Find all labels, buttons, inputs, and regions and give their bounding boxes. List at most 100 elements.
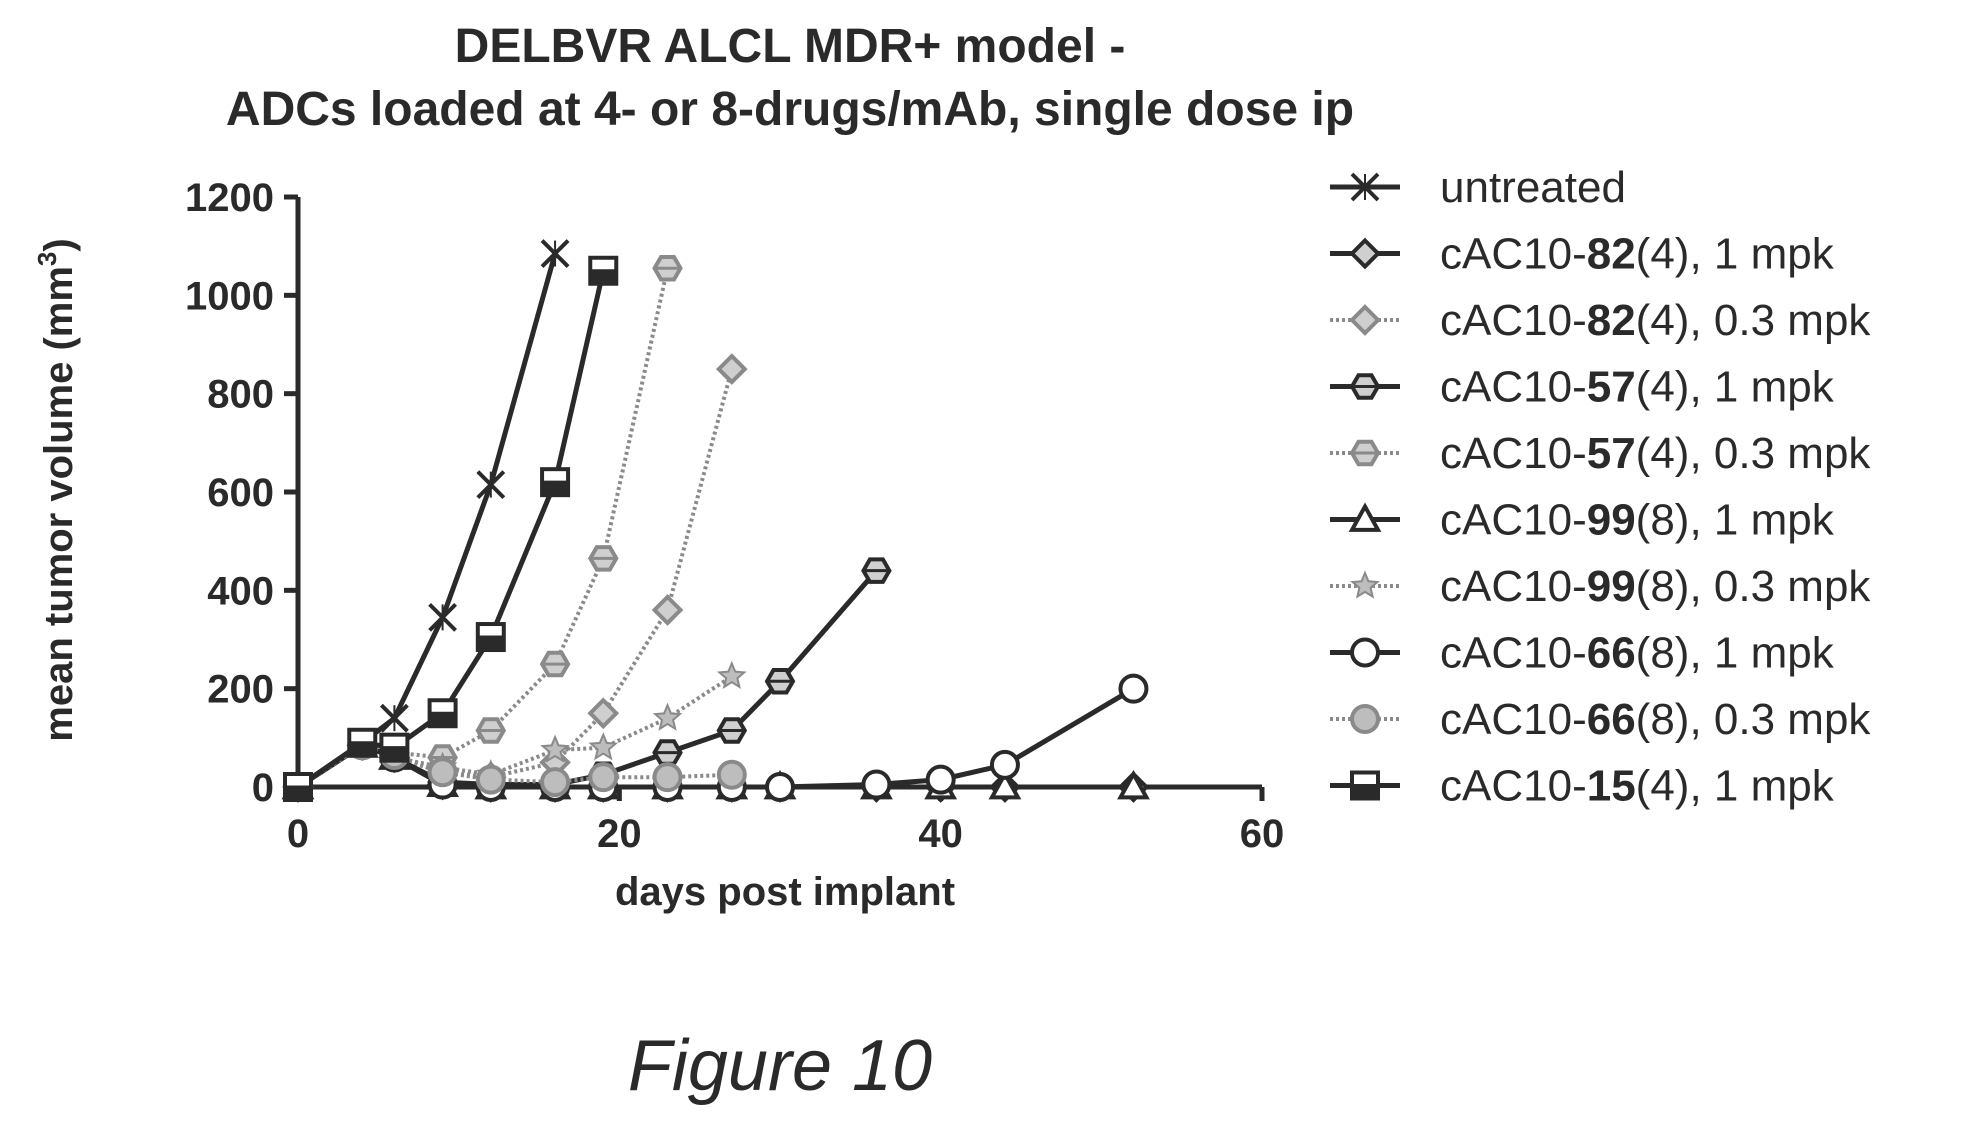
legend-label-prefix: cAC10- (1440, 296, 1587, 345)
series-layer (281, 239, 1150, 803)
data-point (476, 470, 506, 500)
data-point (475, 764, 506, 795)
legend-label-prefix: cAC10- (1440, 496, 1587, 545)
square-fill (590, 270, 617, 284)
legend-marker (1349, 439, 1381, 467)
legend-item-7: cAC10-99(8), 0.3 mpk (1330, 562, 1871, 611)
legend-label: cAC10-57(4), 1 mpk (1440, 363, 1835, 412)
legend-label: cAC10-82(4), 1 mpk (1440, 230, 1835, 279)
data-point (989, 749, 1020, 780)
square-fill (429, 713, 456, 727)
legend-label-prefix: untreated (1440, 163, 1626, 212)
data-point (588, 762, 619, 793)
legend-label-suffix: (8), 1 mpk (1636, 629, 1835, 678)
legend-item-5: cAC10-57(4), 0.3 mpk (1330, 429, 1871, 478)
legend-label-suffix: (4), 1 mpk (1636, 363, 1835, 412)
data-point (428, 602, 458, 632)
data-point (540, 767, 571, 798)
data-point (588, 255, 619, 286)
y-tick-label: 0 (252, 766, 274, 810)
series-1 (283, 239, 570, 802)
legend-label: cAC10-57(4), 0.3 mpk (1440, 429, 1871, 478)
legend-item-1: untreated (1330, 163, 1626, 212)
data-point (540, 734, 570, 763)
legend-label-compound: 99 (1587, 562, 1636, 611)
legend-label-suffix: (4), 1 mpk (1636, 762, 1835, 811)
series-line (296, 674, 733, 789)
data-point (347, 727, 378, 758)
legend-marker (1350, 172, 1380, 202)
legend-marker (1348, 502, 1382, 532)
data-point (861, 769, 892, 800)
data-point (1117, 769, 1150, 800)
chart-title-line-1: DELBVR ALCL MDR+ model - (455, 20, 1126, 73)
legend-label-compound: 57 (1587, 363, 1636, 412)
data-point (715, 353, 748, 385)
legend-label-suffix: (8), 0.3 mpk (1636, 695, 1872, 744)
data-point (587, 545, 619, 572)
y-axis-label: mean tumor volume (mm3) (32, 238, 81, 741)
x-axis-label: days post implant (615, 870, 955, 914)
series-line (296, 267, 670, 789)
legend-label-suffix: (4), 0.3 mpk (1636, 429, 1872, 478)
data-point (475, 717, 507, 744)
legend-label-compound: 66 (1587, 695, 1636, 744)
data-point (716, 660, 747, 690)
series-5 (282, 255, 683, 801)
y-axis-label-main: mean tumor volume (mm (37, 266, 81, 742)
legend-label-suffix: (4), 1 mpk (1636, 230, 1835, 279)
series-4 (282, 557, 892, 801)
legend-marker (1350, 704, 1380, 734)
data-point (988, 769, 1022, 800)
legend-item-8: cAC10-66(8), 1 mpk (1330, 629, 1835, 678)
data-point (651, 594, 684, 626)
x-tick-label: 40 (918, 812, 963, 856)
series-10 (283, 255, 619, 802)
legend-label: cAC10-66(8), 1 mpk (1440, 629, 1835, 678)
legend-label-compound: 99 (1587, 496, 1636, 545)
square-fill (542, 482, 569, 496)
legend-item-6: cAC10-99(8), 1 mpk (1330, 496, 1835, 545)
data-point (540, 239, 570, 268)
legend-label-prefix: cAC10- (1440, 429, 1587, 478)
legend-item-2: cAC10-82(4), 1 mpk (1330, 230, 1835, 279)
data-point (475, 622, 506, 653)
legend-label: cAC10-99(8), 0.3 mpk (1440, 562, 1871, 611)
figure-caption: Figure 10 (628, 1026, 932, 1106)
data-point (652, 762, 683, 793)
legend-label-compound: 15 (1587, 762, 1636, 811)
data-point (587, 697, 620, 730)
square-fill (1352, 785, 1378, 799)
data-point (861, 557, 892, 584)
data-point (716, 717, 748, 744)
data-point (540, 467, 571, 498)
legend-label-suffix: (8), 0.3 mpk (1636, 562, 1872, 611)
y-tick-label: 600 (207, 471, 274, 515)
legend-label: cAC10-99(8), 1 mpk (1440, 496, 1835, 545)
legend-label-compound: 82 (1587, 296, 1636, 345)
legend-marker (1350, 770, 1380, 801)
legend-label-prefix: cAC10- (1440, 562, 1587, 611)
legend-label-prefix: cAC10- (1440, 230, 1587, 279)
legend-label: cAC10-15(4), 1 mpk (1440, 762, 1835, 811)
y-tick-label: 400 (207, 569, 274, 613)
legend-label-prefix: cAC10- (1440, 363, 1587, 412)
data-point (379, 703, 409, 733)
x-tick-label: 20 (597, 812, 642, 856)
y-tick-label: 1200 (185, 176, 274, 220)
y-tick-label: 200 (207, 668, 274, 712)
legend-label: untreated (1440, 163, 1626, 212)
y-axis-label-superscript: 3 (32, 252, 62, 266)
chart-title-line-2: ADCs loaded at 4- or 8-drugs/mAb, single… (226, 83, 1354, 136)
legend-label-suffix: (4), 0.3 mpk (1636, 296, 1872, 345)
square-fill (349, 742, 376, 756)
data-point (427, 757, 458, 788)
y-tick-label: 800 (207, 373, 274, 417)
legend-label-prefix: cAC10- (1440, 695, 1587, 744)
square-fill (285, 787, 311, 800)
legend-item-4: cAC10-57(4), 1 mpk (1330, 363, 1835, 412)
legend-item-9: cAC10-66(8), 0.3 mpk (1330, 695, 1871, 744)
data-point (765, 772, 795, 802)
